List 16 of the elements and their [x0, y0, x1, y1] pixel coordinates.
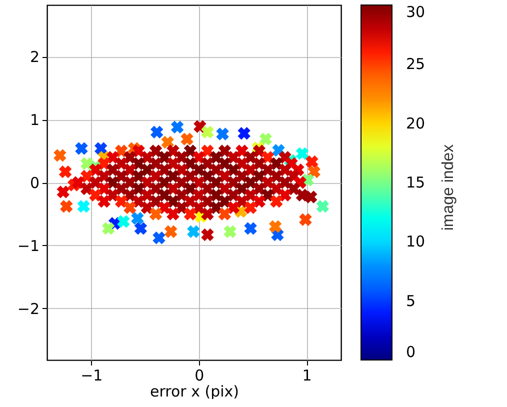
- y-tick-label: −1: [17, 236, 40, 255]
- x-tick-label: 0: [194, 366, 204, 384]
- x-tick-label: 1: [302, 366, 312, 384]
- color-bar-label: 5: [406, 292, 416, 310]
- color-bar-label: 25: [406, 55, 426, 74]
- color-bar-label: 15: [406, 174, 426, 192]
- color-bar-label: 0: [406, 343, 416, 361]
- y-tick-label: 0: [30, 174, 40, 192]
- y-tick-label: 2: [30, 48, 40, 66]
- color-bar-label: 30: [406, 3, 426, 21]
- x-tick-label: −1: [80, 366, 103, 384]
- y-tick-label: −2: [17, 300, 40, 318]
- color-bar-label: 10: [406, 232, 426, 251]
- color-bar-label: 20: [406, 114, 426, 132]
- color-bar-title: image index: [440, 144, 457, 231]
- y-tick-label: 1: [30, 111, 40, 130]
